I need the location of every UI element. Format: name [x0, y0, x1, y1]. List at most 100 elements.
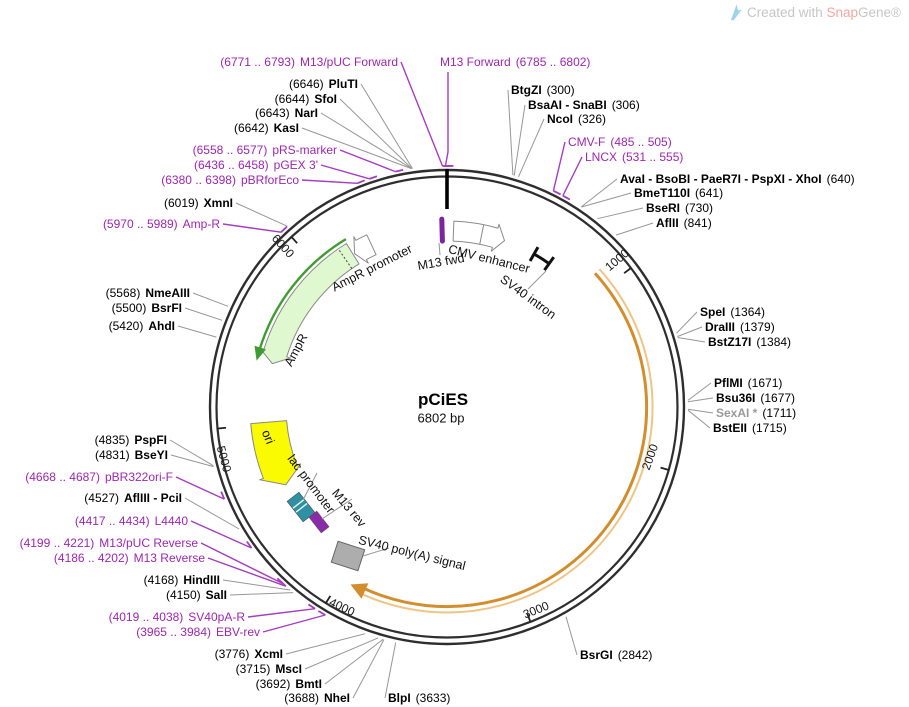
site-name: NheI [323, 691, 350, 705]
feature-label-ampr: AmpR [281, 331, 311, 369]
primer-label-m13-puc-reverse: (4199 .. 4221) M13/pUC Reverse [20, 536, 198, 550]
site-pos: (3965 .. 3984) [136, 625, 211, 639]
ampr-dotted-divider [337, 248, 353, 269]
primer-leader-line [301, 179, 358, 184]
feature-connector [438, 242, 441, 256]
site-pos: (306) [611, 98, 640, 112]
site-name: Amp-R [182, 217, 220, 231]
enzyme-leader-line [192, 292, 229, 307]
feature-connector [527, 270, 547, 290]
enzyme-label-bsu36i: Bsu36I (1677) [716, 391, 795, 405]
site-name: SpeI [700, 305, 726, 319]
insert-arc-arrowhead [350, 583, 369, 599]
primer-label-l4440: (4417 .. 4434) L4440 [75, 514, 188, 528]
site-name: pBR322ori-F [104, 470, 173, 484]
primer-label-m13-forward: M13 Forward (6785 .. 6802) [440, 55, 590, 69]
enzyme-leader-line [304, 637, 379, 670]
site-name: XmnI [203, 196, 233, 210]
site-name: BseYI [134, 448, 168, 462]
enzyme-label-bsteii: BstEII (1715) [713, 421, 787, 435]
site-name: AvaI - BsoBI - PaeR7I - PspXI - XhoI [620, 172, 822, 186]
enzyme-leader-line [687, 409, 711, 429]
enzyme-leader-line [687, 382, 712, 401]
primer-label-lncx: LNCX (531 .. 555) [585, 150, 683, 164]
enzyme-leader-line [677, 326, 703, 337]
enzyme-label-bmti: (3692) BmtI [256, 677, 322, 691]
enzyme-label-ahdi: (5420) AhdI [109, 319, 175, 333]
enzyme-label-btgzi: BtgZI (300) [511, 83, 575, 97]
site-pos: (3633) [415, 691, 451, 705]
primer-label-ebv-rev: (3965 .. 3984) EBV-rev [136, 625, 260, 639]
site-pos: (6558 .. 6577) [192, 143, 268, 157]
enzyme-leader-line [222, 579, 291, 591]
site-name: BtgZI [511, 83, 542, 97]
site-name: LNCX [585, 150, 618, 164]
enzyme-leader-line [687, 397, 714, 403]
primer-leader-line [562, 156, 583, 197]
primer-site-tick [317, 610, 326, 616]
primer-leader-line [400, 61, 444, 167]
site-name: AflII [656, 216, 679, 230]
enzyme-label-sfoi: (6644) SfoI [275, 92, 337, 106]
site-pos: (5500) [111, 301, 147, 315]
site-pos: (4019 .. 4038) [108, 610, 184, 624]
snapgene-watermark: Created with SnapGene® [728, 4, 901, 21]
enzyme-label-pflmi: PflMI (1671) [714, 376, 782, 390]
site-pos: (4417 .. 4434) [74, 514, 150, 528]
enzyme-leader-line [360, 83, 413, 169]
lac-promoter-stripe [292, 498, 305, 509]
feature-label-lac-promoter: lac promoter [284, 452, 338, 516]
feature-label-sv40-polya: SV40 poly(A) signal [357, 532, 467, 574]
enzyme-label-xcmi: (3776) XcmI [215, 647, 283, 661]
enzyme-label-bsrgi: BsrGI (2842) [580, 648, 652, 662]
enzyme-label-nhei: (3688) NheI [284, 691, 350, 705]
site-pos: (1384) [756, 335, 792, 349]
plasmid-size: 6802 bp [417, 410, 465, 426]
enzyme-leader-line [565, 616, 578, 656]
site-pos: (1677) [760, 391, 796, 405]
site-name: Bsu36I [716, 391, 756, 405]
primer-label-pgex-3-: (6436 .. 6458) pGEX 3' [194, 158, 318, 172]
site-pos: (3692) [255, 677, 291, 691]
site-pos: (6436 .. 6458) [193, 158, 269, 172]
enzyme-leader-line [229, 592, 294, 596]
site-name: BsrGI [580, 648, 613, 662]
enzyme-label-blpi: BlpI (3633) [388, 691, 450, 705]
site-pos: (4668 .. 4687) [25, 470, 100, 484]
site-name: NcoI [547, 112, 574, 126]
site-pos: (1671) [747, 376, 783, 390]
enzyme-leader-line [169, 439, 214, 467]
site-pos: (4527) [84, 491, 119, 505]
site-pos: (6644) [274, 92, 310, 106]
site-name: SV40pA-R [188, 610, 245, 624]
site-name: BstZ17I [708, 335, 752, 349]
ampr-promoter-arrow [353, 234, 377, 264]
bp-tick-label: 6000 [268, 231, 298, 261]
primer-leader-line [552, 141, 566, 191]
primer-site-tick [307, 603, 316, 610]
enzyme-label-bseyi: (4831) BseYI [95, 448, 168, 462]
enzyme-leader-line [339, 98, 413, 169]
site-name: CMV-F [568, 135, 606, 149]
site-pos: (5420) [108, 319, 144, 333]
enzyme-label-draiii: DraIII (1379) [705, 320, 775, 334]
primer-site-tick [562, 194, 571, 201]
bp-tick-2000 [660, 466, 670, 471]
site-pos: (4199 .. 4221) [19, 536, 95, 550]
bp-tick-label: 1000 [602, 246, 632, 274]
site-name: XcmI [254, 647, 283, 661]
primer-label-cmv-f: CMV-F (485 .. 505) [568, 135, 672, 149]
site-name: SfoI [314, 92, 337, 106]
site-name: BmeT110I [634, 186, 691, 200]
enzyme-label-spei: SpeI (1364) [700, 305, 765, 319]
enzyme-label-kasi: (6642) KasI [234, 121, 299, 135]
enzyme-label-bstz17i: BstZ17I (1384) [708, 335, 791, 349]
m13-fwd-marker [439, 216, 445, 244]
snapgene-logo-icon [730, 4, 742, 21]
cmv-enhancer-arrow [452, 220, 505, 252]
feature-connector [362, 547, 390, 557]
site-pos: (5568) [105, 286, 141, 300]
site-pos: (730) [685, 201, 714, 215]
feature-connector [302, 472, 318, 501]
